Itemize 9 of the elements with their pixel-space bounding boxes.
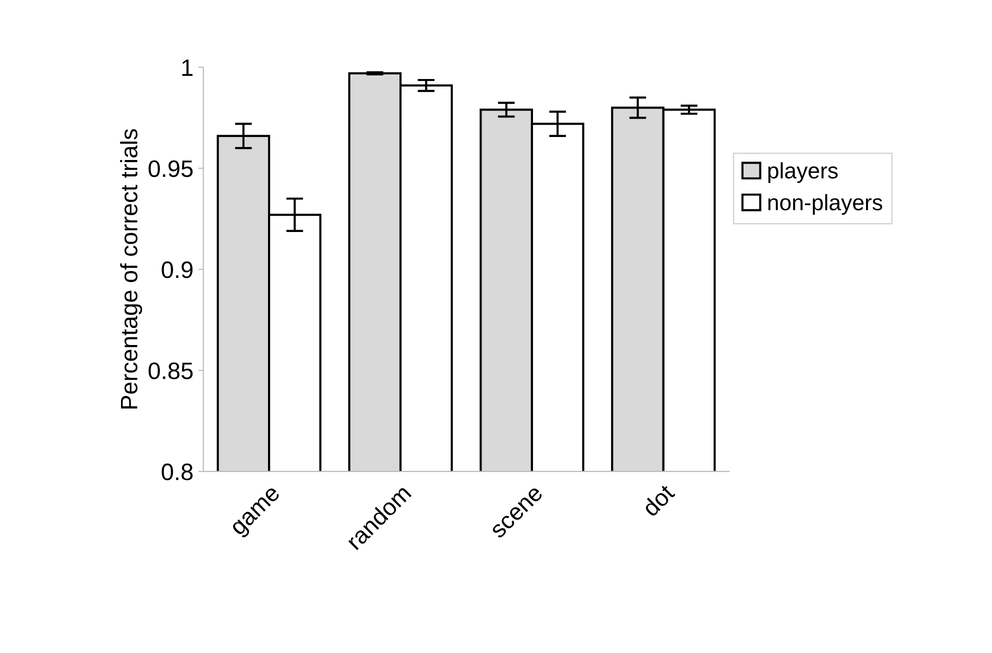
legend-label: non-players — [768, 194, 882, 215]
y-tick-label: 1 — [182, 60, 192, 76]
y-tick-label: 0.8 — [162, 464, 193, 480]
x-tick-label: dot — [640, 482, 676, 518]
y-tick-label: 0.85 — [148, 362, 193, 380]
y-tick-label: 0.95 — [148, 160, 193, 178]
legend-label: players — [768, 162, 838, 183]
y-axis-title: Percentage of correct trials — [120, 129, 142, 408]
y-tick-label: 0.9 — [162, 261, 193, 278]
